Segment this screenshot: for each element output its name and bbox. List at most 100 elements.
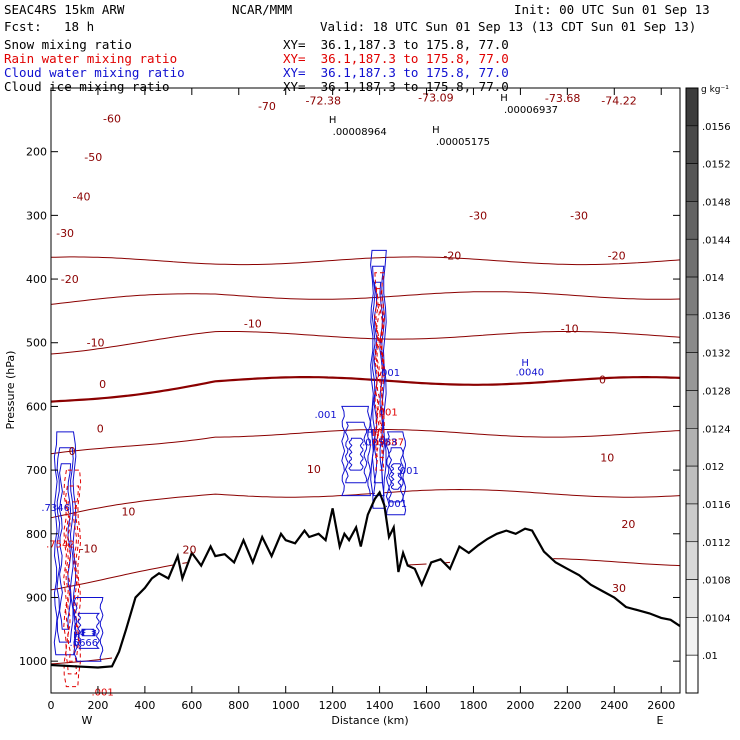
colorbar-frame (685, 87, 699, 694)
maximum-marker: H (432, 125, 440, 136)
isotherm-label: -30 (56, 227, 74, 240)
isotherm-label: -10 (87, 337, 105, 350)
isotherm-label: -20 (443, 249, 461, 262)
field-name-rain: Rain water mixing ratio (4, 51, 178, 66)
mixing-ratio-contour (374, 272, 386, 471)
x-tick-label: 1000 (272, 699, 300, 712)
temperature-contours (50, 256, 681, 665)
colorbar-tick-label: .0132 (702, 349, 731, 360)
colorbar-swatch (685, 314, 699, 353)
isotherm-label: -30 (570, 209, 588, 222)
colorbar-tick-label: .0116 (702, 500, 731, 511)
isotherm-label: 30 (612, 582, 626, 595)
colorbar-tick-label: .0148 (702, 197, 731, 208)
isotherm-label: 0 (97, 423, 104, 436)
colorbar-tick-label: .0104 (702, 613, 731, 624)
colorbar-tick-label: .0136 (702, 311, 731, 322)
isotherm-label: -70 (258, 100, 276, 113)
x-tick-label: 2400 (600, 699, 628, 712)
x-tick-label: 800 (228, 699, 249, 712)
colorbar-swatch (685, 201, 699, 240)
isotherm-line--20 (50, 492, 375, 519)
y-tick-label: 200 (26, 146, 47, 159)
colorbar-swatch (685, 503, 699, 543)
mixing-ratio-label: .001 (375, 408, 397, 419)
contour-labels: -70 -72.38 -73.09 -73.68 -74.22 -60 -50 -40 -30 -… (41, 92, 636, 699)
isotherm-line-20 (50, 291, 681, 305)
field-xy-rain: XY= 36.1,187.3 to 175.8, 77.0 (283, 51, 509, 66)
isotherm-line--30 (407, 563, 427, 566)
y-tick-label: 900 (26, 591, 47, 604)
mixing-ratio-contour (79, 628, 97, 637)
maximum-value: .00006937 (504, 105, 558, 116)
isotherm-label: 20 (182, 544, 196, 557)
mixing-ratio-contour (344, 421, 368, 484)
isotherm-line--20 (384, 488, 681, 498)
x-tick-label: 200 (87, 699, 108, 712)
field-xy-cloud-water: XY= 36.1,187.3 to 175.8, 77.0 (283, 65, 509, 80)
isotherm-label: -73.68 (545, 92, 580, 105)
maximum-value: .00008964 (333, 127, 387, 138)
mixing-ratio-contour (67, 501, 78, 662)
y-tick-label: 300 (26, 209, 47, 222)
plot-frame (50, 87, 681, 694)
isotherm-label: -73.09 (418, 92, 453, 105)
y-tick-label: 800 (26, 528, 47, 541)
isotherm-label: -30 (469, 209, 487, 222)
x-tick-label: 2200 (553, 699, 581, 712)
mixing-ratio-contour (341, 405, 371, 497)
colorbar-tick-label: .0128 (702, 387, 731, 398)
field-name-snow: Snow mixing ratio (4, 37, 132, 52)
forecast-label: Fcst: (4, 19, 42, 34)
colorbar-swatch (685, 617, 699, 656)
x-tick-label: 1400 (366, 699, 394, 712)
mixing-ratio-label: .09887 (369, 437, 404, 448)
colorbar-unit: g kg⁻¹ (701, 85, 729, 95)
isotherm-label: 10 (307, 463, 321, 476)
terrain-profile (50, 490, 681, 669)
isotherm-label: 10 (121, 506, 135, 519)
isotherm-line-30 (50, 256, 681, 266)
colorbar-swatch (685, 465, 699, 505)
colorbar-swatch (685, 163, 699, 202)
isotherm-label: 0 (99, 378, 106, 391)
maximum-marker: H (500, 93, 508, 104)
isotherm-line--30 (553, 558, 681, 567)
isotherm-label: -50 (84, 151, 102, 164)
mixing-ratio-label: .001 (385, 499, 407, 510)
colorbar-swatch (685, 579, 699, 618)
mixing-ratio-contour (376, 304, 384, 446)
mixing-ratio-label: .001 (378, 368, 400, 379)
y-tick-label: 600 (26, 400, 47, 413)
colorbar-swatch (685, 654, 699, 694)
model-title: SEAC4RS 15km ARW (4, 2, 125, 17)
isotherm-label: -20 (61, 273, 79, 286)
colorbar-swatch (685, 87, 699, 127)
mixing-ratio-contour (375, 288, 385, 458)
isotherm-label: 0 (599, 374, 606, 387)
colorbar-tick-label: .0124 (702, 424, 731, 435)
mixing-ratio-label: .001 (314, 410, 336, 421)
mixing-ratio-label: .0040 (515, 367, 544, 378)
colorbar: .0156 .0152 .0148 .0144 .014 .0136 .0132 .0128.… (685, 85, 731, 694)
mixing-ratio-contour (385, 431, 407, 516)
isotherm-label: 10 (600, 451, 614, 464)
mixing-ratio-label: .6666 (70, 638, 99, 649)
colorbar-tick-label: .0108 (702, 576, 731, 587)
colorbar-swatch (685, 428, 699, 467)
x-tick-label: 1600 (413, 699, 441, 712)
colorbar-swatch (685, 390, 699, 429)
x-tick-label: 0 (48, 699, 55, 712)
x-tick-label: 2600 (647, 699, 675, 712)
center-label: NCAR/MMM (232, 2, 293, 17)
colorbar-tick-label: .014 (702, 273, 724, 284)
init-time: Init: 00 UTC Sun 01 Sep 13 (514, 2, 710, 17)
mixing-ratio-contour (388, 447, 404, 503)
mixing-ratio-contour (53, 431, 77, 656)
mixing-ratio-contour (65, 485, 80, 675)
colorbar-tick-label: .01 (702, 651, 718, 662)
axes: 0 200 400 600 800 1000 1200 1400 1600 1800 2000 220… (19, 87, 680, 712)
colorbar-tick-label: .0152 (702, 160, 731, 171)
colorbar-swatch (685, 125, 699, 164)
